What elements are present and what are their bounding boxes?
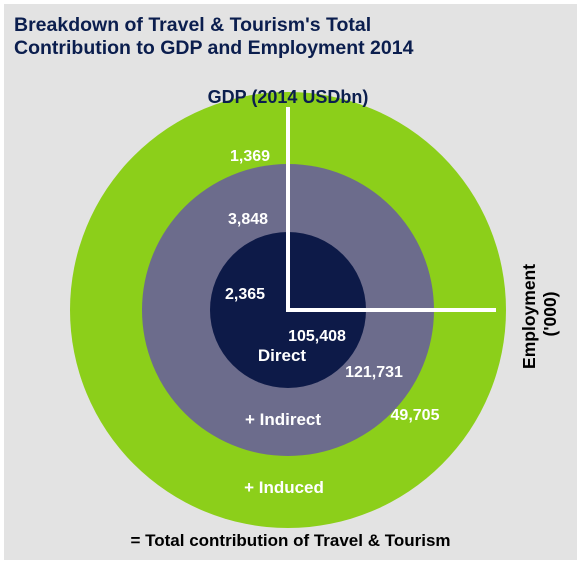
induced-ring-label: + Induced xyxy=(244,478,324,497)
gdp-axis-label: GDP (2014 USDbn) xyxy=(208,87,369,107)
gdp-value-induced: 1,369 xyxy=(230,148,270,165)
chart-canvas: GDP (2014 USDbn) Employment ('000) 1,369… xyxy=(70,87,560,528)
gdp-value-indirect: 3,848 xyxy=(228,211,268,228)
employment-label-line-2: ('000) xyxy=(540,291,560,336)
gdp-value-direct: 2,365 xyxy=(225,286,265,303)
chart-frame: GDP (2014 USDbn) Employment ('000) 1,369… xyxy=(4,4,577,560)
chart-title-line-2: Contribution to GDP and Employment 2014 xyxy=(14,37,414,59)
indirect-ring-label: + Indirect xyxy=(245,410,321,429)
chart-title: Breakdown of Travel & Tourism's Total Co… xyxy=(14,14,494,60)
footer-note: = Total contribution of Travel & Tourism xyxy=(130,531,451,550)
employment-value-induced: 49,705 xyxy=(391,407,440,424)
svg-text:Employment ('000): Employment ('000) xyxy=(519,259,560,369)
employment-label-line-1: Employment xyxy=(519,264,539,369)
chart-title-line-1: Breakdown of Travel & Tourism's Total xyxy=(14,14,372,36)
direct-ring-label: Direct xyxy=(258,346,307,365)
employment-value-indirect: 121,731 xyxy=(345,364,403,381)
employment-value-direct: 105,408 xyxy=(288,328,346,345)
employment-axis-label: Employment ('000) xyxy=(519,259,560,369)
